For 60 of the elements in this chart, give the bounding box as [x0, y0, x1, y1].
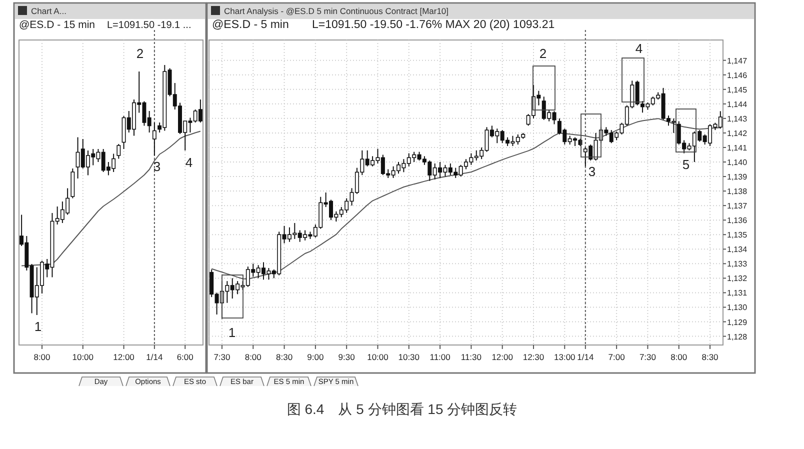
- y-tick-label: 1,134: [727, 245, 748, 254]
- chart-title: @ES.D - 15 min: [19, 19, 96, 31]
- x-tick-label: 8:00: [34, 352, 51, 362]
- x-tick-label: 12:30: [522, 352, 544, 362]
- text: Chart Analysis - @ES.D 5 min Continuous Contract [Mar10]: [224, 6, 449, 16]
- y-tick-label: 1,130: [727, 303, 748, 312]
- y-tick-label: 1,136: [727, 216, 748, 226]
- y-tick-label: 1,139: [727, 172, 748, 182]
- chart-subtitle: L=1091.50 -19.1 ...: [107, 20, 192, 31]
- y-tick-label: 1,131: [727, 288, 748, 298]
- text: 1: [34, 319, 42, 334]
- x-tick-label: 8:30: [276, 352, 293, 362]
- x-tick-label: 1/14: [577, 352, 594, 362]
- caption: 图 6.4 从 5 分钟图看 15 分钟图反转: [286, 401, 518, 417]
- chart-title: @ES.D - 5 min: [212, 19, 289, 31]
- x-tick-label: 10:00: [72, 352, 94, 362]
- x-tick-label: 7:00: [608, 352, 626, 362]
- x-tick-label: 9:30: [338, 352, 356, 362]
- x-tick-label: 11:00: [430, 352, 451, 362]
- annotation: 4: [185, 155, 193, 170]
- annotation: 2: [539, 46, 547, 61]
- y-tick-label: 1,140: [727, 158, 748, 167]
- x-tick-label: 10:30: [398, 352, 420, 362]
- text: 2: [136, 46, 144, 61]
- annotation: 4: [635, 41, 643, 56]
- y-tick-label: 1,133: [727, 260, 748, 269]
- y-tick-label: 1,142: [727, 128, 748, 138]
- y-tick-label: 1,141: [727, 143, 748, 152]
- y-tick-label: 1,138: [727, 187, 748, 196]
- x-tick-label: 12:00: [492, 352, 514, 362]
- y-tick-label: 1,146: [727, 70, 748, 80]
- x-tick-label: 11:30: [460, 352, 482, 362]
- y-tick-label: 1,132: [727, 274, 748, 284]
- annotation: 5: [682, 157, 690, 172]
- annotation: 3: [153, 159, 161, 174]
- y-tick-label: 1,147: [727, 56, 748, 66]
- annotation: 1: [228, 325, 236, 340]
- text: Chart A...: [31, 6, 66, 16]
- x-tick-label: 1/14: [146, 352, 163, 362]
- y-tick-label: 1,143: [727, 114, 748, 124]
- x-tick-label: 7:30: [214, 352, 231, 362]
- x-tick-label: 10:00: [367, 352, 389, 362]
- y-tick-label: 1,137: [727, 202, 748, 211]
- y-tick-label: 1,144: [727, 100, 748, 109]
- y-tick-label: 1,129: [727, 318, 748, 327]
- y-tick-label: 1,145: [727, 85, 748, 94]
- x-tick-label: 13:00: [554, 352, 576, 362]
- x-tick-label: 6:00: [176, 352, 194, 362]
- x-tick-label: 8:30: [702, 352, 719, 362]
- candlestick: [116, 144, 121, 160]
- annotation: 3: [588, 164, 596, 179]
- candlestick: [152, 122, 156, 156]
- x-tick-label: 8:00: [670, 352, 688, 362]
- x-tick-label: 8:00: [244, 352, 262, 362]
- y-tick-label: 1,128: [727, 332, 748, 342]
- x-tick-label: 12:00: [113, 352, 135, 362]
- x-tick-label: 9:00: [307, 352, 324, 362]
- y-tick-label: 1,135: [727, 230, 748, 240]
- chart-subtitle: L=1091.50 -19.50 -1.76% MAX 20 (20) 1093.21: [312, 19, 555, 31]
- x-tick-label: 7:30: [639, 352, 656, 362]
